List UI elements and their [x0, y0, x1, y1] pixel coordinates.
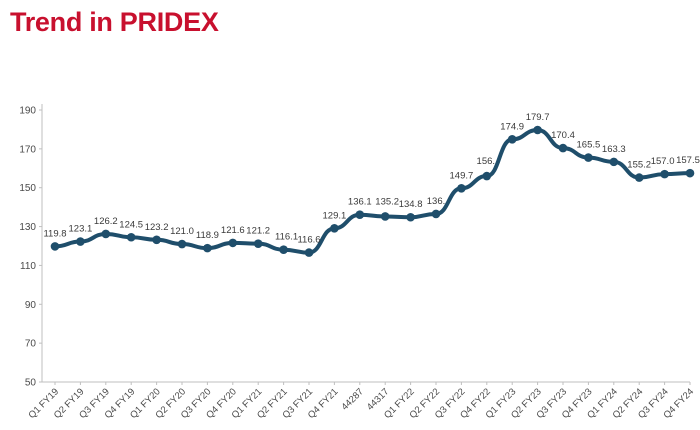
data-label: 116.1	[275, 232, 298, 243]
data-label: 170.4	[551, 130, 575, 141]
data-point	[203, 243, 212, 253]
data-label: 119.8	[43, 228, 66, 239]
data-label: 134.8	[399, 199, 423, 210]
data-label: 129.1	[323, 210, 347, 221]
data-label: 121.0	[170, 226, 194, 237]
data-label: 179.7	[526, 112, 550, 123]
data-label: 136.1	[348, 197, 372, 208]
data-point	[177, 239, 187, 249]
x-tick-label: 44287	[339, 386, 365, 412]
data-point	[126, 232, 136, 242]
data-point	[304, 248, 314, 257]
data-label: 121.6	[221, 225, 245, 236]
y-tick-label: 190	[19, 106, 36, 117]
data-label: 156.	[477, 156, 496, 167]
chart-title: Trend in PRIDEX	[10, 7, 219, 37]
data-point	[533, 125, 542, 135]
data-label: 116.6	[297, 235, 320, 246]
data-point	[380, 212, 390, 221]
data-label: 123.1	[69, 224, 93, 235]
data-point	[152, 235, 161, 245]
data-point	[355, 210, 365, 220]
data-point	[609, 157, 619, 167]
data-point	[507, 135, 517, 144]
y-tick-label: 110	[20, 261, 36, 272]
data-point	[431, 209, 441, 219]
data-point	[482, 171, 492, 181]
y-tick-label: 150	[19, 183, 36, 194]
data-label: 157.5	[676, 155, 700, 166]
data-label: 163.3	[602, 144, 626, 155]
data-point	[584, 153, 593, 162]
data-point	[660, 169, 669, 179]
data-label: 136.	[427, 196, 446, 207]
data-label: 126.2	[94, 216, 118, 227]
data-point	[406, 212, 415, 222]
data-point	[558, 143, 568, 153]
y-tick-label: 170	[19, 144, 36, 155]
data-point	[228, 238, 238, 248]
data-point	[685, 168, 695, 178]
data-label: 165.5	[577, 140, 601, 151]
data-label: 149.7	[450, 170, 474, 181]
data-label: 123.2	[145, 222, 169, 233]
data-label: 135.2	[375, 196, 399, 207]
data-label: 174.9	[500, 121, 524, 132]
data-label: 118.9	[196, 230, 219, 241]
data-label: 157.0	[651, 156, 675, 167]
data-point	[634, 173, 644, 182]
data-point	[253, 239, 263, 248]
y-tick-label: 70	[25, 339, 37, 350]
data-label: 124.5	[119, 219, 143, 230]
data-label: 155.2	[627, 160, 651, 171]
data-label: 121.2	[246, 226, 270, 237]
y-tick-label: 90	[25, 300, 37, 311]
data-point	[330, 224, 339, 233]
data-point	[50, 242, 60, 251]
data-point	[279, 245, 288, 254]
y-tick-label: 50	[25, 378, 37, 389]
data-point	[457, 183, 466, 193]
data-point	[101, 229, 111, 239]
y-tick-label: 130	[19, 222, 36, 233]
data-point	[76, 237, 85, 246]
